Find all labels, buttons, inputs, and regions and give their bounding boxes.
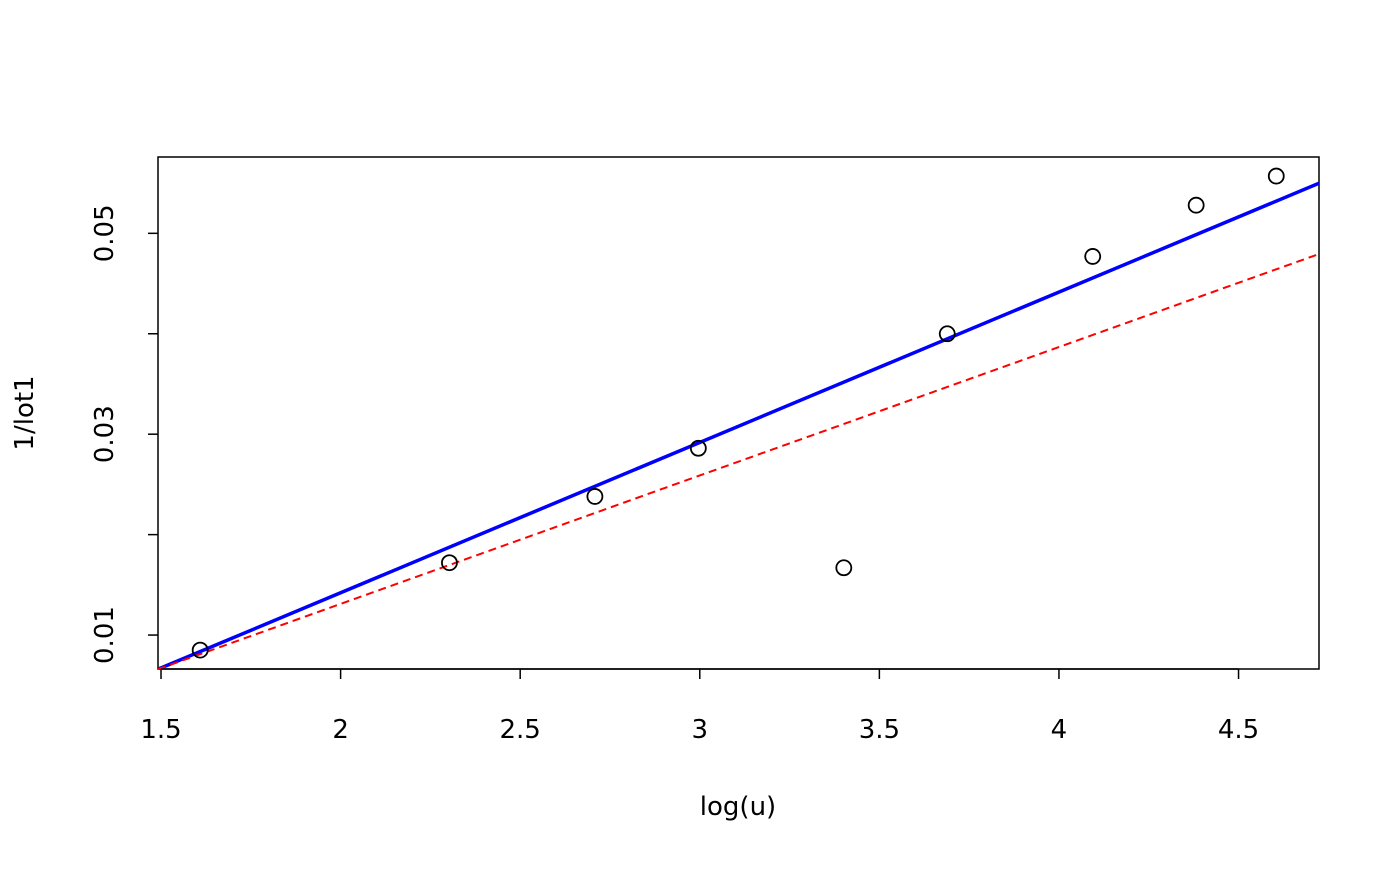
point: [191, 641, 209, 659]
y-axis-label: 1/lot1: [10, 375, 40, 450]
point: [835, 559, 853, 577]
y-tick-label: 0.05: [90, 204, 120, 262]
x-tick-label: 4.5: [1218, 715, 1259, 745]
x-tick-label: 2.5: [500, 715, 541, 745]
point: [441, 554, 458, 572]
point: [1267, 167, 1285, 185]
x-tick-label: 1.5: [140, 715, 181, 745]
fit-line: [158, 181, 1319, 669]
point: [689, 439, 707, 457]
x-tick-label: 3: [692, 715, 709, 745]
point: [938, 325, 956, 343]
x-tick-label: 2: [332, 715, 349, 745]
lines-layer: [158, 181, 1319, 669]
plot-box: [157, 156, 1320, 670]
fit-line: [158, 253, 1319, 669]
y-tick-label: 0.03: [90, 405, 120, 463]
x-axis-label: log(u): [700, 792, 776, 822]
y-tick-label: 0.01: [90, 606, 120, 664]
x-tick-label: 3.5: [859, 715, 900, 745]
point: [586, 488, 604, 505]
x-tick-label: 4: [1051, 715, 1068, 745]
point: [1187, 196, 1205, 214]
point: [1084, 248, 1102, 265]
